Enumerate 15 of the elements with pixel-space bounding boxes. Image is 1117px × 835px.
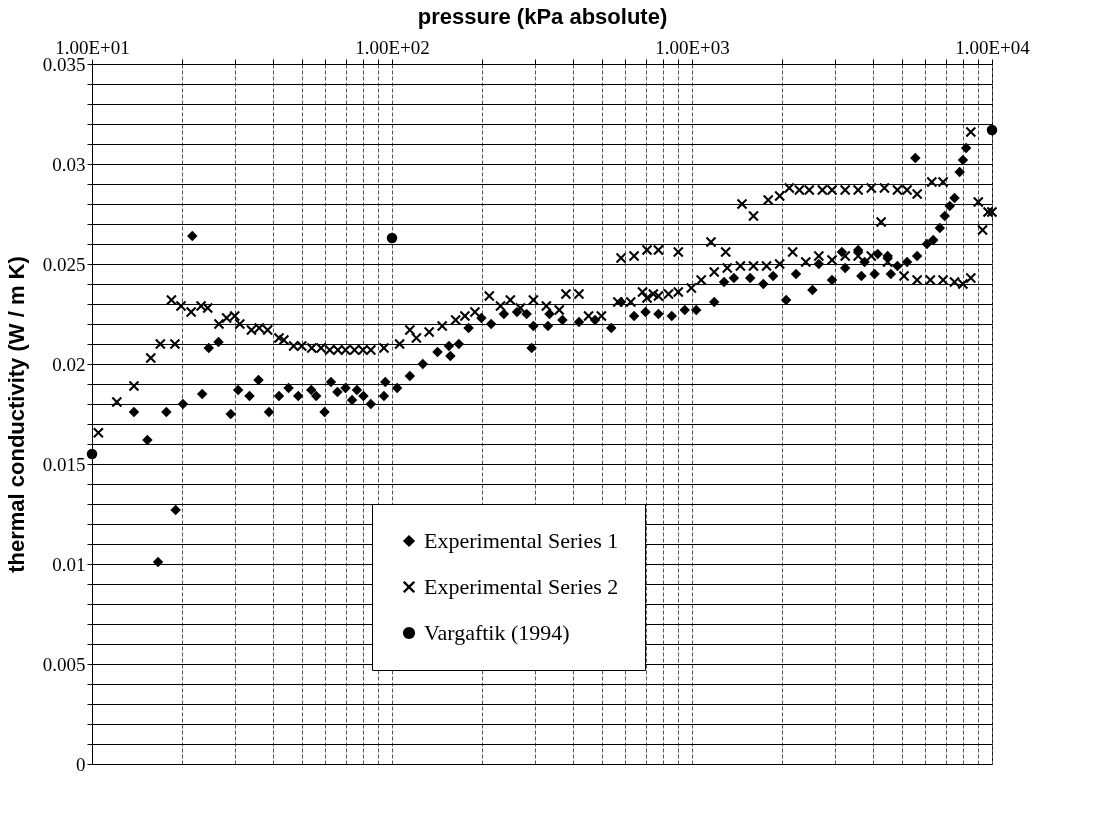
x-tick-label: 1.00E+04 (955, 36, 1031, 58)
y-tick-label: 0.025 (42, 253, 86, 275)
y-tick-label: 0.02 (52, 353, 86, 375)
y-tick-label: 0.03 (52, 153, 86, 175)
legend-label: Vargaftik (1994) (424, 620, 570, 645)
y-axis-title: thermal conductivity (W / m K) (3, 256, 29, 573)
x-axis-title: pressure (kPa absolute) (417, 3, 668, 29)
y-tick-label: 0.01 (52, 553, 86, 575)
x-tick-label: 1.00E+03 (655, 36, 730, 58)
y-tick-label: 0 (76, 753, 86, 775)
y-tick-label: 0.015 (42, 453, 86, 475)
legend-label: Experimental Series 2 (424, 574, 619, 599)
y-tick-label: 0.005 (42, 653, 86, 675)
x-tick-label: 1.00E+02 (355, 36, 430, 58)
legend-label: Experimental Series 1 (424, 528, 619, 553)
